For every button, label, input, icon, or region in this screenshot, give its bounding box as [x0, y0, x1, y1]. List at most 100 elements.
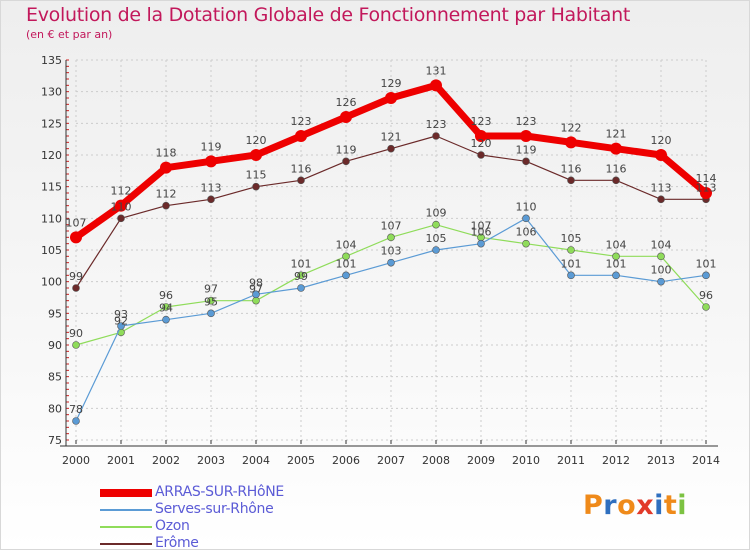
- data-point: [162, 201, 170, 210]
- legend-label: Erôme: [155, 535, 199, 551]
- x-tick-label: 2003: [197, 454, 225, 467]
- x-tick-label: 2011: [557, 454, 585, 467]
- data-point: [207, 309, 215, 318]
- data-point: [387, 233, 395, 242]
- data-label: 119: [336, 143, 357, 156]
- data-point: [475, 130, 487, 142]
- data-point: [567, 176, 575, 185]
- data-label: 103: [381, 245, 402, 258]
- data-label: 113: [201, 181, 222, 194]
- data-label: 110: [111, 200, 132, 213]
- y-tick-label: 95: [48, 307, 62, 320]
- data-label: 96: [699, 289, 713, 302]
- data-label: 116: [291, 162, 312, 175]
- data-point: [432, 220, 440, 229]
- data-label: 104: [651, 238, 672, 251]
- data-point: [657, 195, 665, 204]
- data-label: 123: [516, 115, 537, 128]
- data-label: 115: [246, 169, 267, 182]
- data-point: [205, 155, 217, 168]
- data-label: 92: [114, 314, 128, 327]
- y-tick-label: 75: [48, 434, 62, 447]
- legend-label: Serves-sur-Rhône: [155, 501, 274, 517]
- data-label: 105: [561, 232, 582, 245]
- axes: 75 80 85 90 95 100 105 110 115 120 125 130 135 2000 20…: [41, 54, 720, 467]
- data-label: 120: [471, 137, 492, 150]
- data-point: [115, 199, 127, 212]
- y-tick-label: 110: [41, 212, 62, 225]
- x-tick-label: 2006: [332, 454, 360, 467]
- data-label: 107: [471, 219, 492, 232]
- x-tick-label: 2007: [377, 454, 405, 467]
- data-point: [162, 315, 170, 324]
- data-label: 95: [204, 295, 218, 308]
- x-tick-label: 2010: [512, 454, 540, 467]
- data-point: [477, 151, 485, 159]
- x-tick-label: 2008: [422, 454, 450, 467]
- x-tick-label: 2009: [467, 454, 495, 467]
- data-label: 101: [291, 257, 312, 270]
- data-label: 121: [381, 131, 402, 144]
- data-point: [342, 157, 350, 166]
- data-label: 113: [696, 181, 717, 194]
- logo-letter: i: [654, 490, 664, 521]
- data-label: 119: [201, 140, 222, 153]
- data-point: [432, 132, 440, 140]
- data-point: [702, 271, 710, 280]
- grid: [75, 59, 707, 441]
- data-point: [612, 252, 620, 261]
- data-point: [252, 290, 260, 299]
- data-labels: 99 110 112 113 115 116 119 121 123 120 119 116 116 11…: [66, 64, 717, 416]
- proxiti-logo: Proxiti: [583, 490, 687, 521]
- data-label: 106: [471, 226, 492, 239]
- data-label: 116: [606, 162, 627, 175]
- data-point: [387, 144, 395, 153]
- data-label: 97: [249, 283, 263, 296]
- data-label: 97: [204, 283, 218, 296]
- data-label: 105: [426, 232, 447, 245]
- logo-letter: r: [603, 490, 618, 521]
- x-tick-label: 2002: [152, 454, 180, 467]
- y-tick-label: 135: [41, 54, 62, 67]
- data-point: [252, 296, 260, 305]
- y-tick-label: 115: [41, 181, 62, 194]
- data-point: [297, 284, 305, 292]
- data-label: 123: [426, 118, 447, 131]
- data-point: [610, 142, 622, 155]
- legend-swatch: [100, 509, 152, 511]
- data-label: 119: [516, 143, 537, 156]
- data-point: [162, 303, 170, 311]
- data-point: [252, 182, 260, 191]
- line-chart: 75 80 85 90 95 100 105 110 115 120 125 130 135 2000 20…: [41, 54, 720, 467]
- data-point: [72, 341, 80, 349]
- y-tick-label: 125: [41, 117, 62, 130]
- data-point: [565, 136, 577, 149]
- data-point: [520, 130, 532, 142]
- data-point: [342, 271, 350, 280]
- y-tick-label: 100: [41, 276, 62, 289]
- data-label: 99: [294, 270, 308, 283]
- data-point: [340, 111, 352, 123]
- data-point: [297, 176, 305, 185]
- x-tick-label: 2005: [287, 454, 315, 467]
- data-point: [432, 246, 440, 254]
- data-label: 100: [651, 264, 672, 277]
- data-point: [522, 214, 530, 223]
- chart-subtitle: (en € et par an): [26, 28, 113, 41]
- legend-swatch: [100, 489, 152, 497]
- data-point: [207, 195, 215, 204]
- x-tick-label: 2014: [692, 454, 720, 467]
- data-label: 104: [606, 238, 627, 251]
- data-point: [657, 277, 665, 286]
- data-point: [655, 149, 667, 161]
- data-label: 99: [69, 270, 83, 283]
- data-point: [567, 246, 575, 254]
- data-label: 101: [696, 257, 717, 270]
- data-label: 129: [381, 77, 402, 90]
- data-label: 78: [69, 403, 83, 416]
- data-label: 123: [291, 115, 312, 128]
- data-point: [72, 417, 80, 425]
- y-tick-label: 120: [41, 149, 62, 162]
- data-label: 118: [156, 147, 177, 160]
